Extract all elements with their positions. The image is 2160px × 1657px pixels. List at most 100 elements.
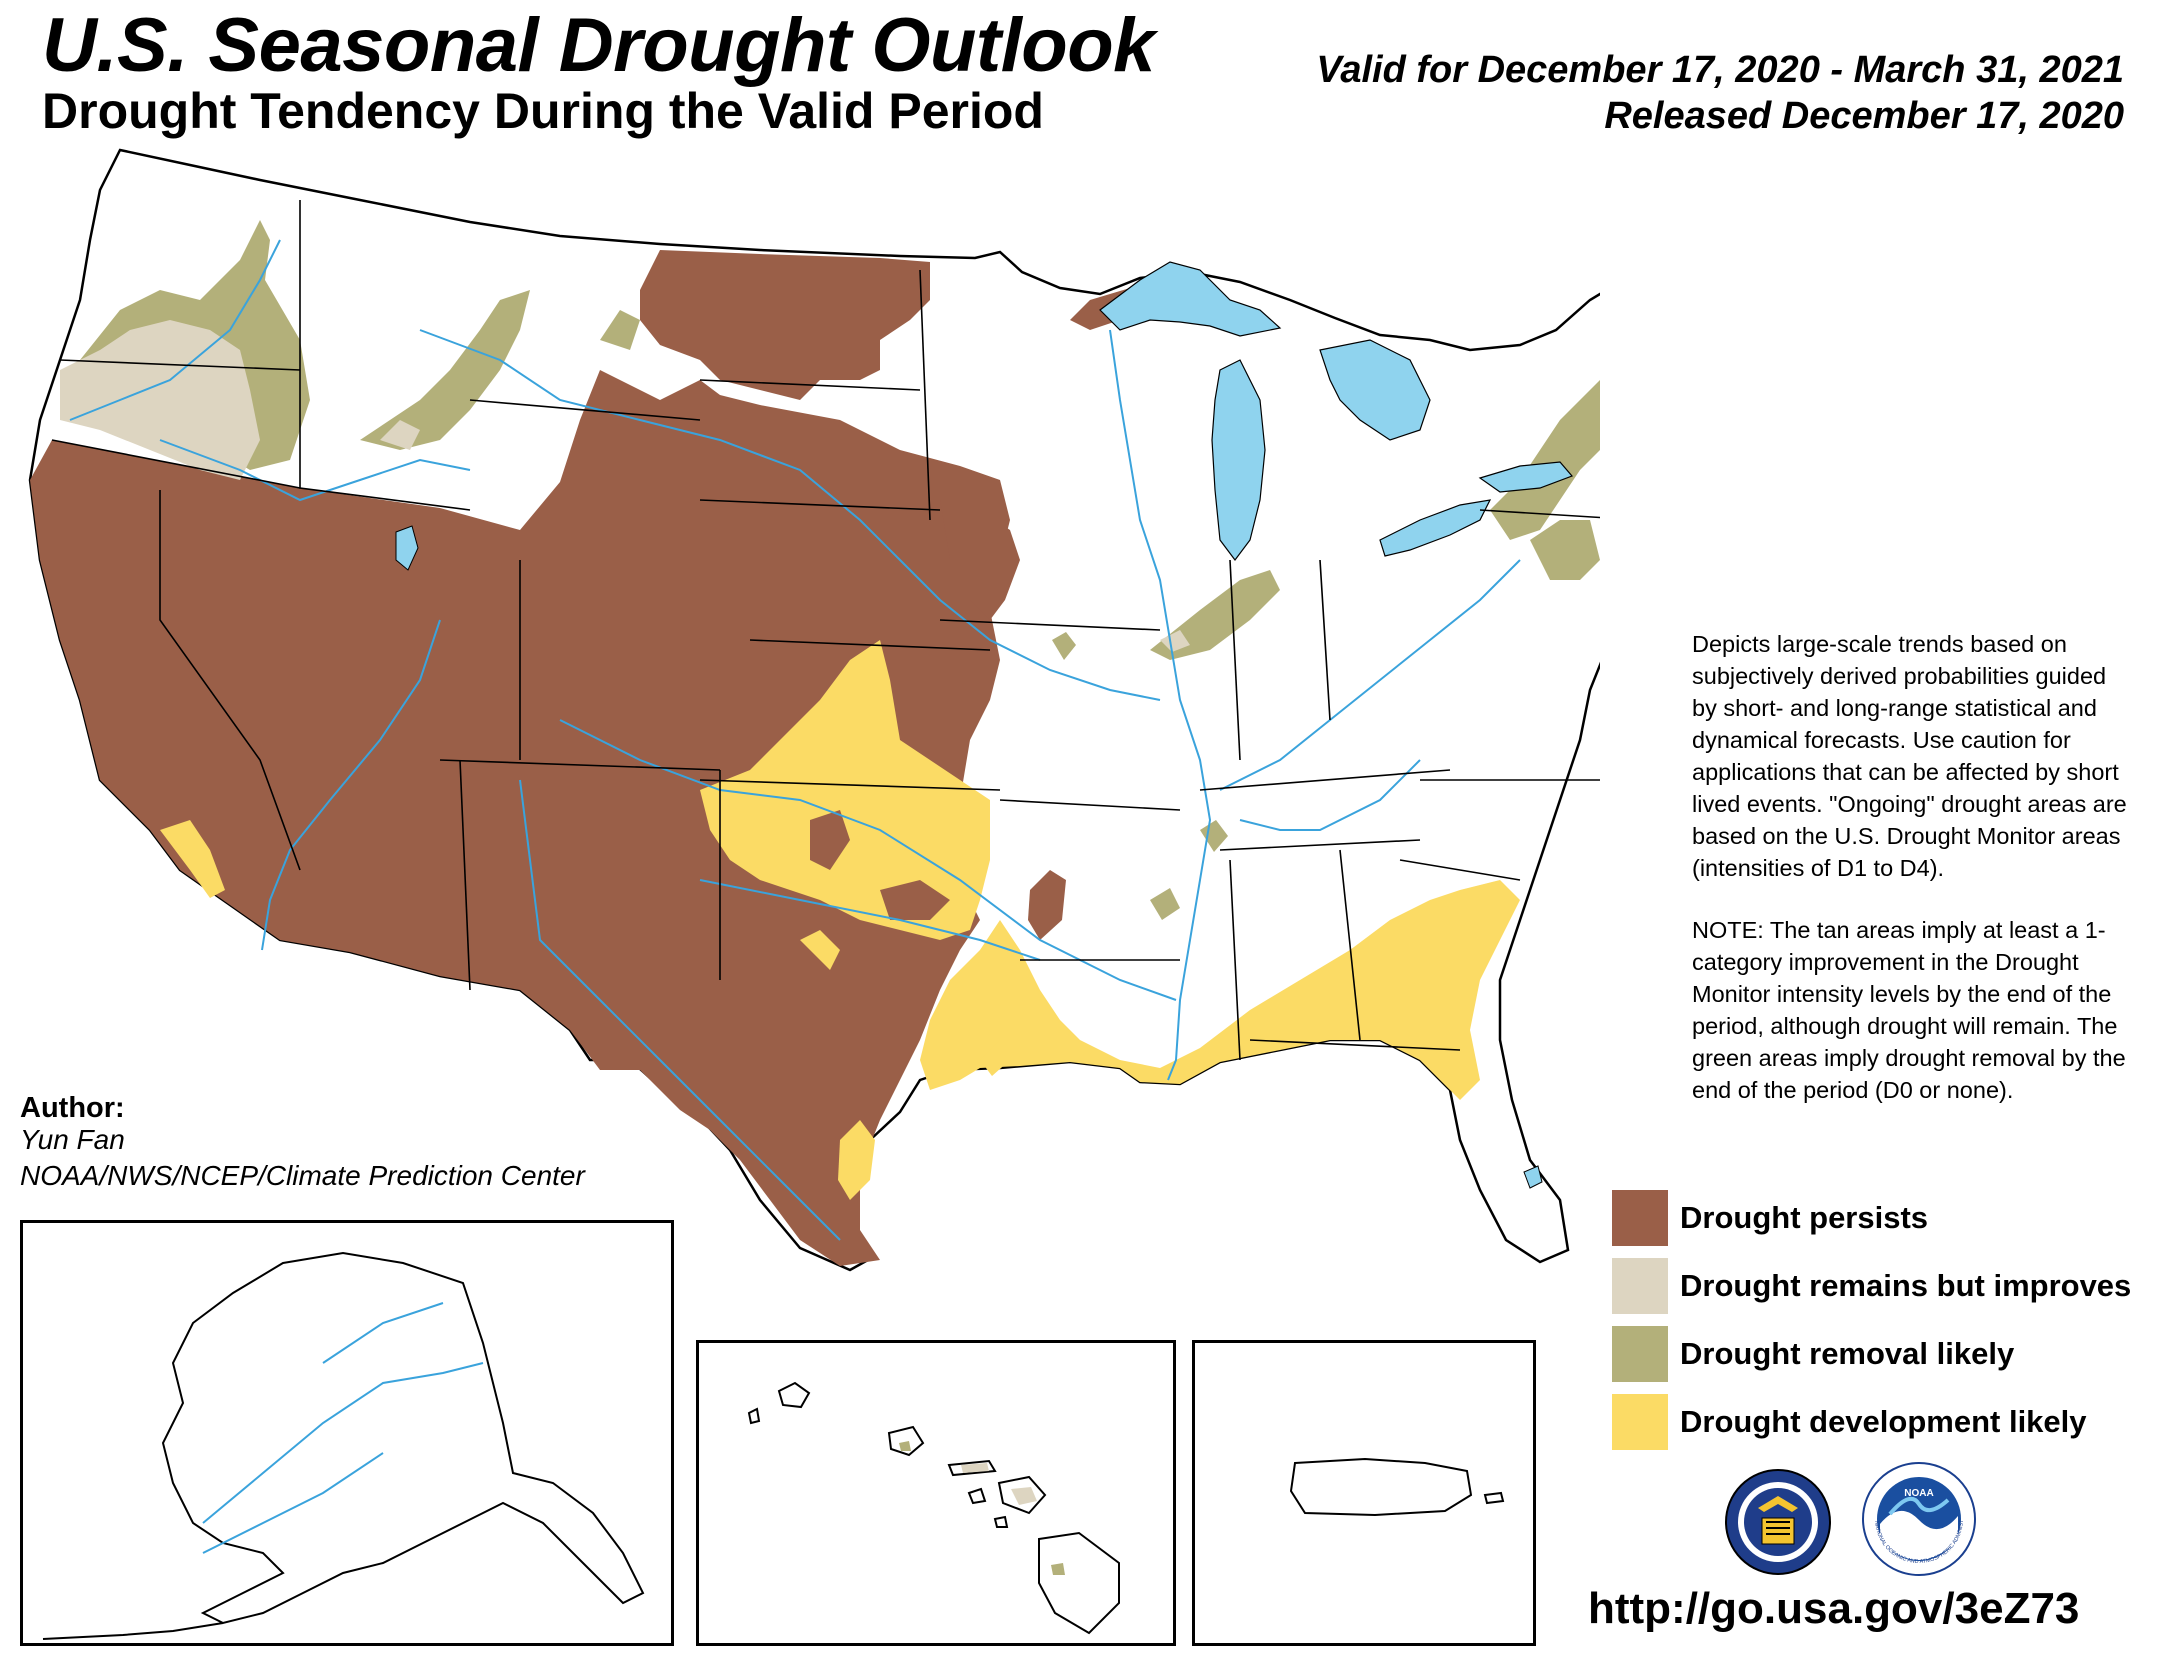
puerto-rico-inset (1192, 1340, 1536, 1646)
great-salt-lake (395, 525, 419, 571)
border-or-ca (51, 439, 301, 489)
drought-improves-illinois (1160, 630, 1190, 652)
border-ia-mo (939, 619, 1161, 631)
drought-persists-oklahoma-2 (880, 880, 950, 920)
lake-superior (1099, 261, 1282, 337)
columbia-river (69, 239, 281, 421)
tanana-river (322, 1302, 444, 1364)
drought-development-texas-3 (800, 930, 840, 970)
kahoolawe-island (993, 1515, 1009, 1528)
lake-huron (1319, 339, 1431, 441)
release-date: Released December 17, 2020 (1604, 95, 2124, 137)
hawaii-map (747, 1381, 1120, 1635)
molokai-improves (961, 1463, 989, 1473)
usda-seal-icon (1725, 1469, 1831, 1575)
maui-improves (1011, 1487, 1037, 1505)
author-label: Author: (20, 1092, 125, 1124)
lake-michigan (1211, 359, 1266, 561)
border-il-in (1229, 559, 1241, 761)
tennessee-river (1239, 759, 1421, 831)
drought-persists-oklahoma-1 (810, 810, 850, 870)
drought-removal-pennsylvania (1530, 520, 1600, 580)
rivers (69, 239, 1521, 1241)
map-title: U.S. Seasonal Drought Outlook (42, 3, 1155, 88)
legend-label-removal: Drought removal likely (1680, 1336, 2015, 1371)
drought-persists-kansas (920, 660, 950, 686)
border-ne-ks (749, 639, 991, 651)
border-in-oh (1319, 559, 1331, 721)
border-co-nm (439, 759, 721, 771)
lake-okeechobee (1523, 1165, 1543, 1189)
legend-swatch-persists (1612, 1190, 1668, 1246)
drought-persists-west (30, 370, 1010, 1266)
border-id (299, 200, 471, 511)
border-nd-sd (699, 379, 921, 391)
lake-erie (1379, 499, 1492, 557)
oahu-removal (899, 1441, 911, 1451)
drought-development-southeast (920, 880, 1520, 1100)
alaska-rivers (202, 1302, 484, 1554)
description-paragraph-1: Depicts large-scale trends based on subj… (1692, 631, 2127, 881)
border-mn-wi (919, 269, 931, 521)
alaska-map (42, 1251, 645, 1640)
oahu-island (887, 1425, 925, 1457)
alaska-inset (20, 1220, 674, 1646)
border-ca-nv (159, 490, 301, 871)
drought-persists-northern-plains (640, 250, 930, 400)
hawaii-inset (696, 1340, 1176, 1646)
drought-improves-idaho (380, 420, 420, 450)
big-island-removal (1051, 1563, 1065, 1575)
legend-swatch-improves (1612, 1258, 1668, 1314)
yukon-river (202, 1362, 484, 1524)
legend-label-improves: Drought remains but improves (1680, 1268, 2132, 1303)
description-paragraph-2: NOTE: The tan areas imply at least a 1-c… (1692, 917, 2126, 1103)
kauai-island (777, 1381, 811, 1409)
border-ms-al (1229, 859, 1241, 1061)
ohio-river (1219, 559, 1521, 791)
drought-development-plains (700, 640, 990, 940)
drought-removal-missouri (1052, 632, 1076, 660)
colorado-river (261, 619, 441, 951)
border-mo-ar (999, 799, 1181, 811)
conus-map (28, 148, 1600, 1272)
author-organization: NOAA/NWS/NCEP/Climate Prediction Center (20, 1160, 585, 1191)
niihau-island (747, 1407, 761, 1425)
state-borders (51, 200, 1600, 1061)
lanai-island (967, 1487, 987, 1505)
mississippi-river (1109, 329, 1212, 1081)
lake-ontario (1478, 461, 1574, 493)
drought-development-texas-1 (980, 1040, 1010, 1076)
puerto-rico-island (1289, 1457, 1473, 1517)
drought-persists-ozarks (1028, 870, 1066, 940)
border-mt-wy (469, 399, 701, 421)
border-al-ga (1339, 849, 1361, 1041)
drought-development-socal (160, 820, 225, 898)
legend-swatch-removal (1612, 1326, 1668, 1382)
legend-swatch-development (1612, 1394, 1668, 1450)
border-tn-al (1219, 839, 1421, 851)
legend-label-persists: Drought persists (1680, 1200, 1929, 1235)
border-pa-ny (1479, 509, 1600, 519)
drought-removal-mississippi (1150, 888, 1180, 920)
snake-river (159, 439, 471, 502)
author-name: Yun Fan (20, 1124, 125, 1155)
rio-grande (519, 779, 841, 1241)
alaska-land (161, 1251, 645, 1625)
big-island (1038, 1531, 1120, 1635)
outlook-url[interactable]: http://go.usa.gov/3eZ73 (1588, 1584, 2080, 1633)
drought-removal-tennessee (1200, 820, 1228, 852)
map-subtitle: Drought Tendency During the Valid Period (42, 83, 1044, 139)
noaa-logo-icon: NOAA NATIONAL OCEANIC AND ATMOSPHERIC AD… (1860, 1460, 1976, 1576)
kuskokwim-river (202, 1452, 384, 1554)
border-ga-fl (1249, 1039, 1461, 1051)
legend-label-development: Drought development likely (1680, 1404, 2087, 1439)
border-wa-or (59, 359, 301, 371)
border-az-nm (459, 759, 471, 991)
border-ks-ok (699, 779, 1001, 791)
arkansas-river (559, 719, 1177, 1001)
border-sd-ne (699, 499, 941, 511)
drought-persists-iowa (940, 500, 1020, 620)
border-ky-tn (1199, 769, 1451, 791)
drought-removal-idaho-2 (600, 310, 640, 350)
missouri-river (419, 329, 1161, 701)
